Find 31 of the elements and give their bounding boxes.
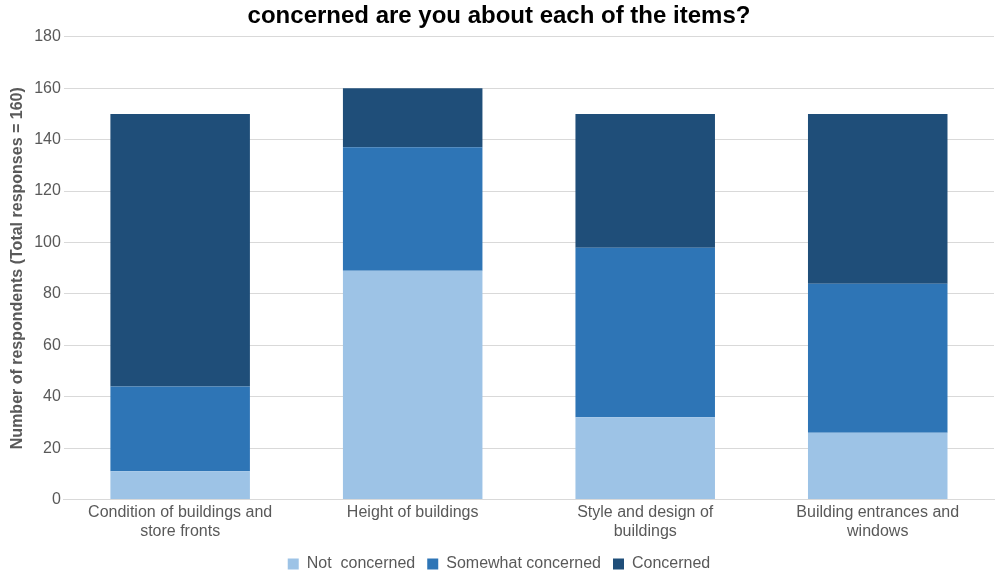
bar [807,113,948,284]
x-tick-label: Condition of buildings and store fronts [88,502,273,539]
bar [575,247,715,418]
legend-label: Concerned [632,554,711,572]
x-tick-label: Building entrances and windows [796,502,960,539]
y-tick-label: 120 [34,181,61,199]
y-tick-label: 180 [34,27,61,45]
y-tick-label: 0 [51,490,61,508]
y-axis-title: Number of respondents (Total responses = 160) [8,87,26,450]
bar [807,432,948,500]
legend-label: Somewhat concerned [446,554,601,572]
bar [342,147,483,271]
bar [807,283,948,433]
x-tick-label: Height of buildings [346,502,479,520]
y-tick-label: 60 [43,335,61,353]
bar [110,471,250,500]
chart-title: concerned are you about each of the items? [247,1,751,29]
bar [110,113,250,387]
legend-label: Not concerned [306,554,416,572]
bar [110,386,250,472]
x-tick-label: Style and design of buildings [577,502,714,539]
y-tick-label: 40 [43,387,61,405]
bar [342,88,483,148]
y-tick-label: 160 [34,78,61,96]
y-tick-label: 100 [34,232,61,250]
bar [342,270,483,500]
y-tick-label: 140 [34,130,61,148]
y-tick-label: 20 [43,438,61,456]
bar [575,113,715,248]
bar [575,417,715,500]
y-tick-label: 80 [43,284,61,302]
